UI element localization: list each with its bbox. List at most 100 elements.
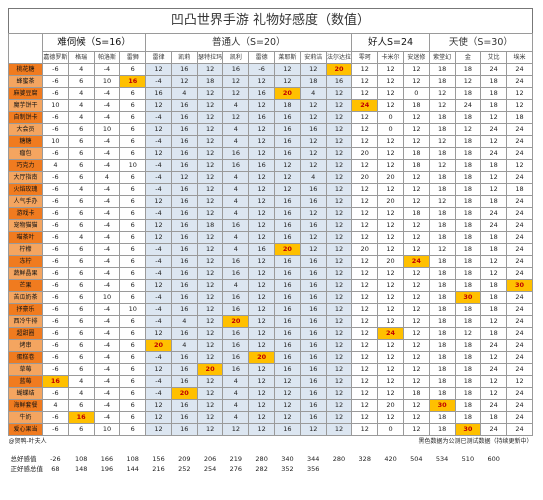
value-cell: 24 [506,243,533,256]
value-cell: -4 [93,411,121,424]
value-cell: 16 [248,87,276,100]
value-cell: 16 [42,375,69,388]
table-row: 糖糖 10 6 -4 6 -4 16 12 4 12 16 12 12 12 12 12 12 18 12 24 [8,135,533,148]
value-cell: 6 [119,363,147,376]
value-cell: 10 [42,135,69,148]
value-cell: -4 [93,135,121,148]
totals-value [455,464,481,474]
gift-name: 抒豪乐 [8,303,43,316]
value-cell: 20 [274,243,301,256]
value-cell: 18 [454,111,482,124]
gift-name: 蓝莓 [8,375,43,388]
value-cell: 12 [351,351,379,364]
value-cell: 6 [119,375,147,388]
value-cell: 16 [274,303,301,316]
value-cell: 12 [428,243,456,256]
value-cell: 6 [119,207,147,220]
value-cell: 24 [480,207,508,220]
value-cell: 20 [248,351,276,364]
value-cell: 20 [196,363,224,376]
totals-value [429,464,455,474]
value-cell: 12 [377,315,404,328]
value-cell: 16 [170,147,198,160]
value-cell: 24 [506,171,533,184]
value-cell: 12 [377,159,404,172]
totals-value: 166 [94,454,120,464]
value-cell: 6 [67,351,95,364]
value-cell: -4 [93,207,121,220]
value-cell: 12 [299,135,327,148]
value-cell: 12 [428,135,456,148]
value-cell: 18 [454,87,482,100]
value-cell: 12 [248,327,276,340]
value-cell: 12 [351,267,379,280]
value-cell: -4 [93,399,121,412]
value-cell: 16 [170,231,198,244]
value-cell: 18 [428,267,456,280]
value-cell: 16 [299,375,327,388]
value-cell: 12 [325,327,353,340]
value-cell: 18 [402,99,430,112]
value-cell: 18 [480,75,508,88]
value-cell: 16 [170,411,198,424]
character-name: 嘉德罗斯 [42,51,69,64]
value-cell: 12 [402,315,430,328]
gift-name: 蝴蝶结 [8,387,43,400]
value-cell: 12 [377,411,404,424]
gift-name: 柠檬 [8,243,43,256]
value-cell: 12 [351,123,379,136]
value-cell: -4 [145,315,172,328]
value-cell: 0 [402,87,430,100]
value-cell: 16 [299,363,327,376]
character-name: 雷狮 [119,51,147,64]
character-name: 凯利 [222,51,250,64]
totals-value [377,464,404,474]
table-row: 桃花糖 -6 4 -4 6 12 16 12 16 -6 12 12 20 12 12 12 18 18 24 24 [8,63,533,76]
value-cell: -6 [42,231,69,244]
value-cell: 12 [299,111,327,124]
value-cell: 6 [119,243,147,256]
value-cell: 12 [222,87,250,100]
value-cell: 12 [248,315,276,328]
gift-name: 超甜圈 [8,327,43,340]
gift-name: 蛋糕卷 [8,351,43,364]
value-cell: 12 [325,99,353,112]
value-cell: 6 [119,399,147,412]
value-cell: 16 [170,327,198,340]
value-cell: 24 [506,423,533,436]
value-cell: 6 [119,231,147,244]
value-cell: 6 [67,363,95,376]
value-cell: 12 [325,231,353,244]
value-cell: -6 [42,147,69,160]
gift-name: 桃花糖 [8,63,43,76]
value-cell: 12 [145,423,172,436]
value-cell: 24 [480,423,508,436]
value-cell: 18 [428,315,456,328]
value-cell: -6 [42,183,69,196]
gift-name: 糖糖 [8,135,43,148]
gift-name: 瘤包 [8,147,43,160]
totals-value: 206 [197,454,223,464]
table-row: 蓝莓 16 4 -4 6 -4 16 12 4 12 12 16 12 12 12 12 18 18 12 12 [8,375,533,388]
spacer-cell [8,447,533,454]
value-cell: 12 [428,195,456,208]
value-cell: -6 [42,279,69,292]
value-cell: 18 [454,147,482,160]
value-cell: 12 [351,303,379,316]
value-cell: 12 [248,423,276,436]
value-cell: -4 [93,303,121,316]
value-cell: -4 [145,267,172,280]
value-cell: 18 [480,411,508,424]
totals-value: 328 [351,454,378,464]
value-cell: 6 [67,339,95,352]
value-cell: 10 [42,99,69,112]
value-cell: 6 [67,219,95,232]
value-cell: 12 [325,87,353,100]
value-cell: 18 [402,147,430,160]
value-cell: -6 [42,387,69,400]
value-cell: 12 [274,63,301,76]
value-cell: 12 [145,411,172,424]
table-row: 火焰玫瑰 -6 4 -4 6 -4 16 12 4 12 12 16 12 12 12 12 18 18 12 18 [8,183,533,196]
value-cell: -4 [145,255,172,268]
value-cell: 16 [170,303,198,316]
